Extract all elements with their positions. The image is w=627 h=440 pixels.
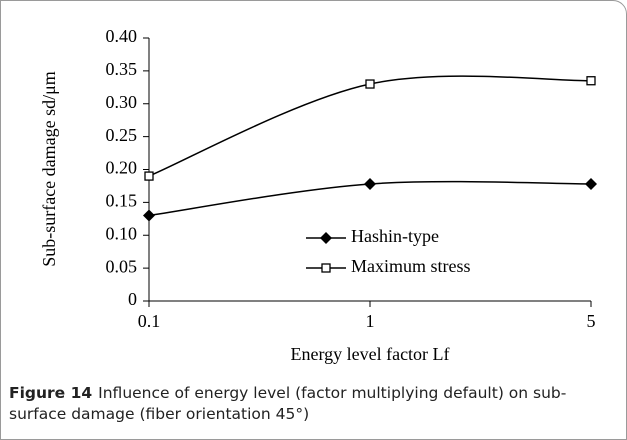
marker — [320, 232, 332, 244]
caption: Figure 14 Influence of energy level (fact… — [9, 383, 619, 425]
marker — [585, 177, 597, 190]
y-axis-label: Sub-surface damage sd/μm — [39, 71, 59, 267]
y-tick-label: 0.20 — [106, 158, 138, 178]
marker — [365, 79, 375, 89]
x-tick-label: 5 — [587, 311, 596, 331]
y-tick-label: 0.30 — [106, 92, 138, 112]
y-tick-label: 0.35 — [106, 59, 138, 79]
x-tick-label: 1 — [366, 311, 375, 331]
y-tick-label: 0.15 — [106, 191, 138, 211]
y-tick-label: 0.05 — [106, 256, 138, 276]
series-line — [148, 75, 592, 177]
y-tick-label: 0 — [128, 289, 137, 309]
y-tick-label: 0.10 — [106, 223, 138, 243]
chart: Sub-surface damage sd/μm Energy level fa… — [39, 26, 597, 364]
legend-label: Maximum stress — [351, 256, 471, 276]
marker — [364, 177, 376, 190]
caption-label: Figure 14 — [9, 384, 93, 402]
legend-label: Hashin-type — [351, 226, 439, 246]
marker — [143, 209, 155, 222]
y-tick-label: 0.40 — [106, 26, 138, 46]
marker — [586, 76, 596, 86]
x-tick-label: 0.1 — [138, 311, 161, 331]
marker — [321, 263, 331, 273]
caption-text: Influence of energy level (factor multip… — [9, 384, 567, 423]
y-tick-label: 0.25 — [106, 125, 138, 145]
marker — [144, 171, 154, 181]
x-axis-label: Energy level factor Lf — [290, 344, 449, 364]
